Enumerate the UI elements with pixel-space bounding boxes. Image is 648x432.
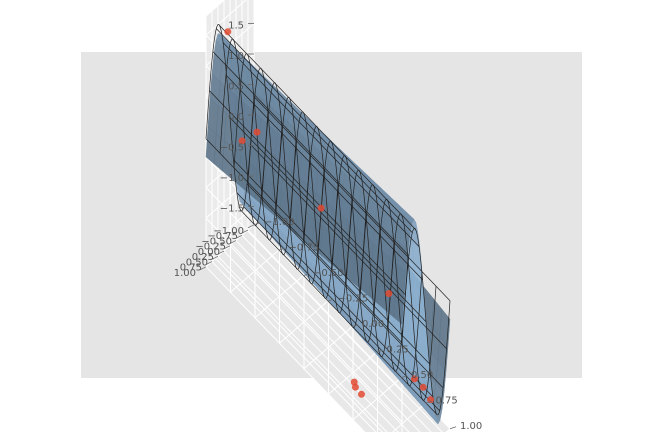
y-tick [205, 261, 213, 265]
z-tick-label: −1.5 [220, 204, 244, 215]
sample-point [358, 390, 365, 398]
sample-point [253, 128, 261, 136]
x-tick-label: 0.25 [387, 344, 409, 355]
wire-line [205, 138, 403, 343]
z-tick-label: 1.5 [228, 21, 244, 32]
x-tick-label: −1.00 [264, 217, 295, 228]
x-tick-label: −0.25 [338, 293, 369, 304]
y-tick-label: 0.25 [192, 252, 214, 263]
wire-line [226, 75, 423, 280]
z-tick-label: −1.0 [220, 173, 244, 184]
x-tick-label: 1.00 [460, 421, 482, 432]
wire-line [212, 51, 410, 256]
wire-line [229, 117, 427, 322]
y-tick [247, 224, 255, 229]
sample-point [411, 375, 418, 383]
y-tick [199, 266, 207, 271]
x-tick-label: −0.75 [289, 242, 320, 253]
x-tick [278, 247, 285, 251]
z-tick-label: 0.0 [228, 112, 244, 123]
y-tick-label: 0.00 [198, 247, 220, 258]
x-tick-label: 0.75 [436, 395, 458, 406]
sample-point [385, 290, 393, 297]
true-function-wireframe [205, 24, 451, 416]
wire-line [240, 209, 437, 415]
x-tick-label: −0.50 [313, 268, 344, 279]
sample-points [224, 28, 435, 404]
x-tick [351, 324, 359, 328]
x-tick [253, 222, 261, 226]
y-tick-label: 0.50 [186, 257, 208, 268]
x-tick-label: 0.00 [362, 319, 384, 330]
y-tick-label: 0.75 [180, 263, 202, 274]
z-tick-label: 0.5 [228, 82, 244, 93]
x-tick [376, 349, 383, 353]
wire-line [219, 25, 416, 230]
tick-labels: −1.00−0.75−0.50−0.250.000.250.500.751.00… [174, 0, 483, 432]
y-tick [223, 245, 231, 250]
x-tick [400, 375, 408, 379]
wire-line [222, 42, 420, 247]
sample-point [238, 137, 246, 145]
y-tick-label: −0.25 [195, 242, 226, 253]
y-tick-label: −0.50 [201, 236, 232, 247]
sample-point [224, 28, 232, 36]
wire-line [253, 96, 451, 301]
sample-point [351, 383, 359, 391]
y-tick [241, 229, 249, 234]
y-tick [229, 240, 237, 244]
z-tick-label: 1.0 [228, 51, 244, 62]
sample-point [427, 396, 435, 404]
y-tick-label: −1.00 [213, 226, 244, 237]
wire-line [243, 206, 440, 412]
x-tick-label: 0.50 [411, 370, 433, 381]
y-tick-label: 1.00 [174, 268, 196, 279]
x-tick [425, 400, 432, 404]
wire-line [246, 183, 444, 389]
wire-line [216, 28, 413, 233]
x-tick [327, 298, 334, 302]
wire-line [233, 159, 430, 364]
wire-line [209, 90, 406, 295]
wire-line [236, 192, 434, 398]
y-tick-label: −0.75 [207, 231, 238, 242]
x-tick [302, 273, 310, 277]
wire-line [250, 144, 447, 349]
y-tick [217, 250, 225, 255]
x-tick [449, 426, 457, 430]
sample-point [317, 204, 325, 212]
sample-point [419, 383, 427, 391]
z-tick-label: −0.5 [220, 143, 244, 154]
y-tick [211, 255, 219, 260]
y-tick [235, 234, 243, 239]
z-tick-label: 2.0 [228, 0, 244, 1]
